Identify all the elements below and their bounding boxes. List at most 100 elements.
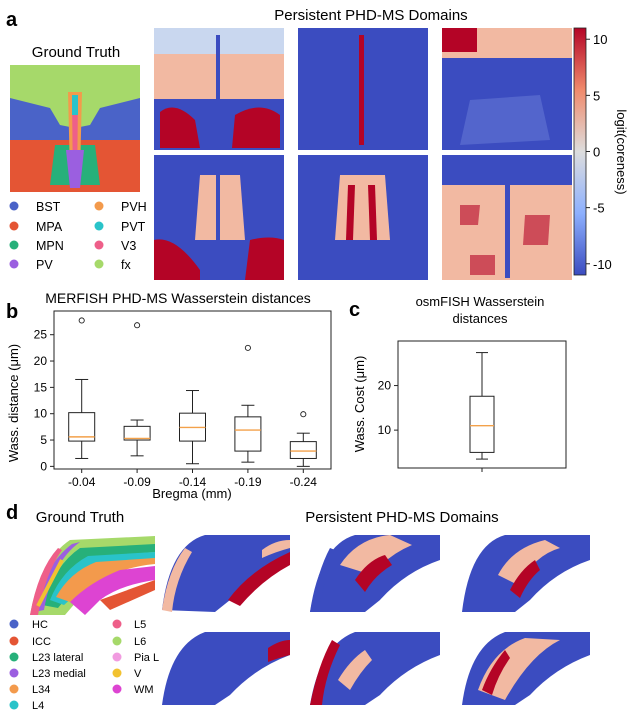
panel-d-title: Persistent PHD-MS Domains (305, 509, 498, 526)
panel-b-label: b (6, 301, 18, 323)
panel-c-title-line2: distances (453, 311, 508, 326)
box-iqr (289, 441, 317, 459)
y-tick-label: 0 (40, 459, 47, 473)
domain-map-a5 (298, 155, 428, 280)
legend-swatch-v (112, 668, 122, 678)
x-tick-label: -0.09 (123, 475, 151, 489)
legend-label-v3: V3 (121, 239, 136, 253)
panel-a-colorbar: 10 5 0 -5 -10 logit(coreness) (573, 27, 629, 276)
colorbar-tick-label: 5 (593, 88, 600, 103)
legend-label-l5: L5 (134, 619, 146, 631)
domain-map-a6 (442, 155, 572, 280)
colorbar-tick-label: -5 (593, 201, 605, 216)
panel-a-legend: BST PVH MPA PVT MPN V3 PV fx (9, 200, 147, 272)
legend-label-l4: L4 (32, 700, 44, 712)
cortex-ground-truth-map (30, 536, 155, 615)
domain-map-d5 (310, 632, 440, 705)
panel-a-title: Persistent PHD-MS Domains (274, 7, 467, 24)
legend-label-pv: PV (36, 258, 53, 272)
box-outlier (134, 322, 141, 329)
legend-label-wm: WM (134, 684, 154, 696)
y-tick-label: 20 (378, 379, 392, 393)
box-iqr (68, 412, 96, 442)
legend-swatch-mpn (9, 240, 19, 250)
box-iqr (234, 416, 262, 452)
domain-map-d1 (162, 535, 290, 612)
legend-label-pia-l: Pia L (134, 652, 159, 664)
x-tick-label: -0.24 (290, 475, 318, 489)
legend-swatch-fx (94, 259, 104, 269)
legend-label-fx: fx (121, 258, 131, 272)
x-tick-label: -0.14 (179, 475, 207, 489)
colorbar-gradient (573, 27, 587, 276)
panel-a-label: a (6, 9, 18, 31)
panel-b-ylabel: Wass. distance (μm) (6, 344, 21, 462)
legend-label-v: V (134, 668, 142, 680)
domain-map-a1 (154, 28, 284, 150)
legend-swatch-l5 (112, 619, 122, 629)
legend-label-l34: L34 (32, 684, 50, 696)
y-tick-label: 20 (34, 354, 48, 368)
legend-swatch-pia-l (112, 652, 122, 662)
box-iqr (123, 425, 151, 441)
legend-swatch-pvt (94, 221, 104, 231)
legend-swatch-pv (9, 259, 19, 269)
legend-swatch-l23-medial (9, 668, 19, 678)
panel-d-legend: HC L5 ICC L6 L23 lateral Pia L L23 media… (9, 619, 159, 712)
box-outlier (244, 344, 251, 351)
legend-swatch-hc (9, 619, 19, 629)
box-outlier (300, 411, 307, 418)
legend-swatch-mpa (9, 221, 19, 231)
domain-map-d4 (162, 632, 290, 705)
colorbar-label: logit(coreness) (614, 109, 629, 194)
box-outlier (78, 317, 85, 324)
panel-b-xlabel: Bregma (mm) (152, 486, 231, 501)
domain-map-d3 (462, 535, 590, 612)
panel-d-ground-truth-title: Ground Truth (36, 509, 124, 526)
x-tick-label: -0.19 (234, 475, 262, 489)
colorbar-tick-label: 0 (593, 145, 600, 160)
colorbar-tick-label: 10 (593, 32, 607, 47)
y-tick-label: 15 (34, 380, 48, 394)
legend-swatch-l4 (9, 700, 19, 710)
legend-label-pvh: PVH (121, 200, 147, 214)
hypothalamus-ground-truth-map (10, 65, 140, 192)
panel-b-title: MERFISH PHD-MS Wasserstein distances (45, 290, 311, 306)
panel-c: c osmFISH Wasserstein distances Wass. Co… (349, 294, 567, 472)
domain-map-d6 (462, 632, 590, 705)
domain-map-a3 (442, 28, 572, 150)
panel-d-label: d (6, 502, 18, 524)
panel-b: b MERFISH PHD-MS Wasserstein distances W… (6, 290, 332, 501)
colorbar-tick-label: -10 (593, 257, 612, 272)
legend-swatch-l34 (9, 684, 19, 694)
legend-swatch-bst (9, 201, 19, 211)
legend-swatch-icc (9, 636, 19, 646)
legend-label-l23-medial: L23 medial (32, 668, 86, 680)
y-tick-label: 5 (40, 433, 47, 447)
panel-c-title-line1: osmFISH Wasserstein (416, 294, 545, 309)
domain-map-a2 (298, 28, 428, 150)
legend-swatch-pvh (94, 201, 104, 211)
legend-label-pvt: PVT (121, 220, 146, 234)
legend-swatch-l6 (112, 636, 122, 646)
domain-map-d2 (310, 535, 440, 612)
panel-a: a Persistent PHD-MS Domains Ground Truth… (6, 7, 629, 280)
domain-map-a4 (154, 155, 284, 280)
x-tick-label: -0.04 (68, 475, 96, 489)
panel-c-label: c (349, 299, 360, 321)
legend-label-mpn: MPN (36, 239, 64, 253)
box-iqr (469, 395, 495, 453)
legend-label-icc: ICC (32, 636, 51, 648)
legend-label-l6: L6 (134, 636, 146, 648)
legend-swatch-v3 (94, 240, 104, 250)
panel-c-ylabel: Wass. Cost (μm) (352, 356, 367, 453)
y-tick-label: 10 (378, 423, 392, 437)
y-tick-label: 25 (34, 328, 48, 342)
legend-swatch-l23-lateral (9, 652, 19, 662)
legend-label-bst: BST (36, 200, 61, 214)
legend-label-mpa: MPA (36, 220, 63, 234)
legend-label-hc: HC (32, 619, 48, 631)
panel-a-ground-truth-title: Ground Truth (32, 44, 120, 61)
panel-d: d Persistent PHD-MS Domains Ground Truth… (6, 502, 590, 712)
